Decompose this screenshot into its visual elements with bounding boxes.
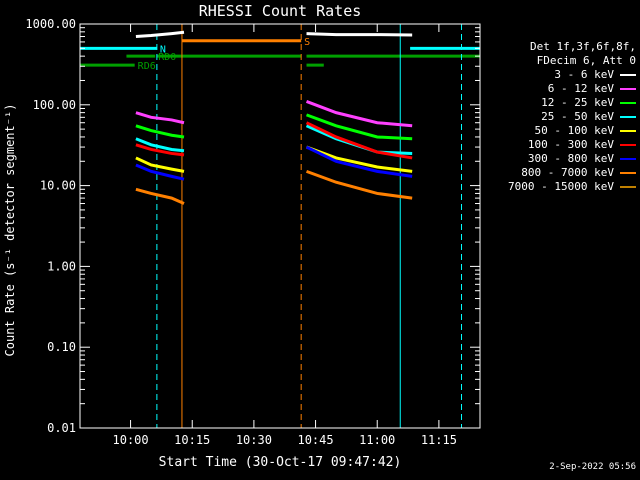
legend-swatch	[620, 102, 636, 104]
x-axis-label: Start Time (30-Oct-17 09:47:42)	[159, 455, 402, 470]
legend-item: 7000 - 15000 keV	[480, 180, 636, 194]
series-300-800-kev	[135, 163, 185, 181]
legend: Det 1f,3f,6f,8f, FDecim 6, Att 0 3 - 6 k…	[480, 40, 636, 194]
x-tick-label: 10:00	[113, 433, 149, 447]
series-100-300-kev	[305, 121, 413, 160]
legend-item: 100 - 300 keV	[480, 138, 636, 152]
legend-swatch	[620, 144, 636, 146]
series-25-50-kev	[135, 137, 185, 153]
x-tick-label: 11:00	[359, 433, 395, 447]
legend-label: 3 - 6 keV	[554, 68, 614, 81]
legend-item: 50 - 100 keV	[480, 124, 636, 138]
plot-frame	[79, 23, 481, 429]
y-axis-label: Count Rate (s⁻¹ detector segment⁻¹)	[3, 104, 17, 357]
series-6-12-kev	[305, 100, 413, 128]
legend-item: 800 - 7000 keV	[480, 166, 636, 180]
data-series	[135, 30, 413, 205]
y-tick-label: 0.01	[47, 421, 76, 435]
legend-label: 300 - 800 keV	[527, 152, 614, 165]
legend-swatch	[620, 172, 636, 174]
legend-swatch	[620, 158, 636, 160]
chart-title: RHESSI Count Rates	[199, 2, 362, 20]
x-tick-label: 10:45	[297, 433, 333, 447]
x-tick-label: 10:15	[174, 433, 210, 447]
state-label-rd0: RD0	[158, 52, 176, 63]
legend-label: 25 - 50 keV	[541, 110, 614, 123]
series-800-7000-kev	[305, 169, 413, 200]
legend-label: 7000 - 15000 keV	[508, 180, 614, 193]
legend-item: 3 - 6 keV	[480, 68, 636, 82]
legend-item: 12 - 25 keV	[480, 96, 636, 110]
series-50-100-kev	[305, 145, 413, 173]
date-stamp: 2-Sep-2022 05:56	[549, 462, 636, 472]
legend-swatch	[620, 116, 636, 118]
legend-swatch	[620, 88, 636, 90]
legend-swatch	[620, 186, 636, 188]
series-100-300-kev	[135, 143, 185, 157]
legend-item: 6 - 12 keV	[480, 82, 636, 96]
legend-label: 100 - 300 keV	[527, 138, 614, 151]
y-tick-label: 1000.00	[25, 17, 76, 31]
legend-label: 800 - 7000 keV	[521, 166, 614, 179]
marker-lines	[156, 24, 463, 428]
legend-label: 12 - 25 keV	[541, 96, 614, 109]
series-12-25-kev	[135, 124, 185, 139]
legend-swatch	[620, 130, 636, 132]
x-tick-label: 11:15	[421, 433, 457, 447]
legend-header-line-2: FDecim 6, Att 0	[536, 54, 636, 67]
legend-swatch	[620, 74, 636, 76]
series-6-12-kev	[135, 111, 185, 125]
legend-label: 50 - 100 keV	[534, 124, 614, 137]
state-label-s: S	[304, 37, 310, 48]
legend-item: 25 - 50 keV	[480, 110, 636, 124]
state-label-n: N	[160, 44, 166, 55]
series-50-100-kev	[135, 156, 185, 173]
y-tick-label: 0.10	[47, 340, 76, 354]
legend-entries: 3 - 6 keV 6 - 12 keV 12 - 25 keV 25 - 50 ke…	[480, 68, 636, 194]
state-label-rd6: RD6	[138, 61, 156, 72]
series-300-800-kev	[305, 145, 413, 178]
x-tick-label: 10:30	[236, 433, 272, 447]
y-tick-label: 1.00	[47, 259, 76, 273]
series-3-6-kev	[135, 30, 185, 39]
y-tick-label: 100.00	[33, 98, 76, 112]
axes: 10:00 10:15 10:30 10:45 11:00 11:15 0.01 0.10 1.…	[25, 17, 480, 447]
series-800-7000-kev	[135, 187, 185, 205]
legend-item: 300 - 800 keV	[480, 152, 636, 166]
series-3-6-kev	[306, 32, 413, 37]
y-tick-label: 10.00	[40, 179, 76, 193]
legend-header-line-1: Det 1f,3f,6f,8f,	[530, 40, 636, 53]
legend-label: 6 - 12 keV	[547, 82, 614, 95]
series-12-25-kev	[305, 113, 413, 141]
